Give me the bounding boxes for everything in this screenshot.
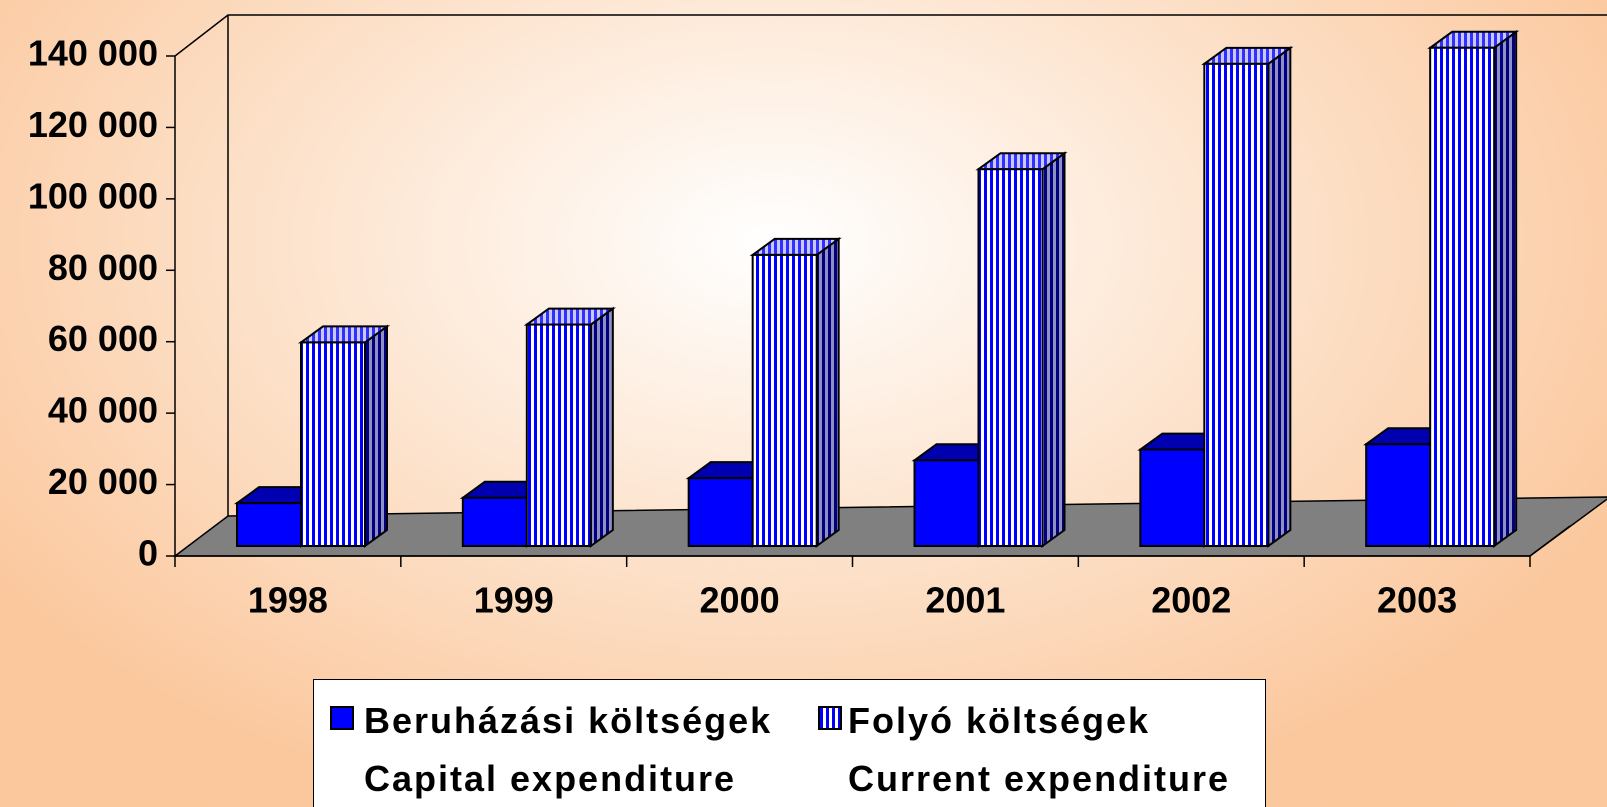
bar-front [461, 496, 528, 547]
x-tick-label: 1998 [248, 580, 328, 621]
bar-front [687, 477, 754, 547]
x-tick-label: 1999 [474, 580, 554, 621]
y-tick-label: 80 000 [48, 247, 158, 288]
bar [749, 236, 842, 548]
bar-front [1429, 46, 1496, 548]
x-tick-label: 2003 [1377, 580, 1457, 621]
bar [1201, 45, 1294, 548]
legend-swatch [330, 706, 354, 730]
bar-front [300, 341, 366, 547]
bar-side [1041, 151, 1066, 548]
bar [297, 324, 391, 548]
x-tick-label: 2001 [925, 580, 1005, 621]
bar-side [815, 236, 840, 548]
legend-swatch [818, 706, 842, 730]
bar-side [1493, 29, 1518, 548]
y-tick-label: 100 000 [28, 175, 158, 216]
bar-front [1139, 448, 1206, 548]
bar-front [913, 459, 980, 547]
y-tick-label: 0 [138, 533, 158, 574]
bar-front [1365, 443, 1432, 548]
floor-edge [1529, 525, 1571, 557]
bar-front [525, 323, 592, 548]
bar [523, 306, 616, 548]
bar-side [589, 306, 614, 548]
legend-label: Folyó költségek Current expenditure [848, 700, 1231, 799]
y-tick-label: 20 000 [48, 461, 158, 502]
bar [1427, 29, 1520, 548]
x-tick-label: 2000 [700, 580, 780, 621]
y-tick-label: 40 000 [48, 390, 158, 431]
walls [174, 14, 1607, 556]
bar-front [977, 168, 1044, 547]
x-tick-label: 2002 [1151, 580, 1231, 621]
bar-front [236, 502, 302, 547]
bar-front [1203, 62, 1270, 547]
bar-side [1267, 45, 1292, 548]
y-tick-label: 120 000 [28, 104, 158, 145]
legend: Beruházási költségek Capital expenditure… [313, 679, 1266, 807]
bar-front [751, 253, 818, 548]
legend-label: Beruházási költségek Capital expenditure [364, 700, 773, 799]
bar-side [364, 324, 388, 548]
y-tick-label: 60 000 [48, 318, 158, 359]
bar [975, 151, 1068, 548]
y-tick-label: 140 000 [28, 33, 158, 74]
